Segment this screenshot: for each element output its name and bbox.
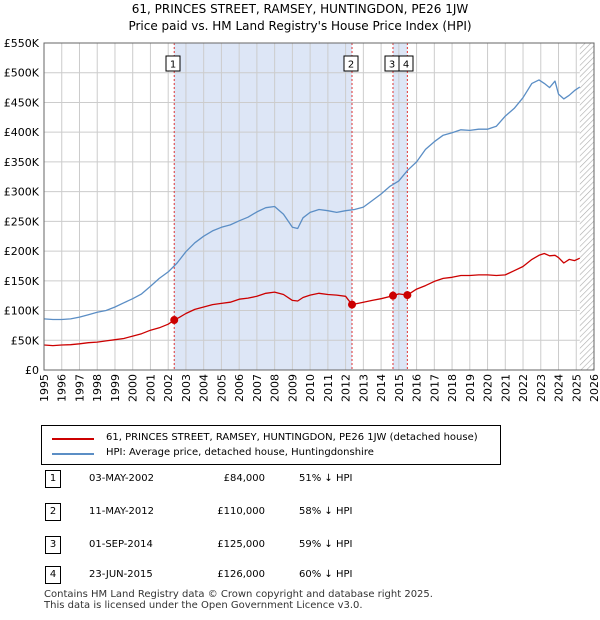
x-tick-label: 2010 xyxy=(304,374,317,402)
x-tick-label: 2007 xyxy=(251,374,264,402)
legend-swatch-property xyxy=(52,438,94,440)
footer-notice: Contains HM Land Registry data © Crown c… xyxy=(44,589,433,611)
sale-date: 03-MAY-2002 xyxy=(89,473,155,484)
x-tick-label: 2009 xyxy=(286,374,299,402)
x-tick-label: 2016 xyxy=(411,374,424,402)
y-tick-label: £350K xyxy=(4,156,40,169)
x-tick-label: 2026 xyxy=(588,374,600,402)
x-tick-label: 1998 xyxy=(91,374,104,402)
sale-point xyxy=(170,316,179,325)
y-tick-label: £550K xyxy=(4,37,40,50)
sale-marker-label: 3 xyxy=(389,60,395,71)
sale-marker-label: 4 xyxy=(403,60,409,71)
y-tick-label: £0 xyxy=(25,364,39,377)
x-tick-label: 2006 xyxy=(233,374,246,402)
hpi-line xyxy=(43,79,581,321)
x-tick-label: 2005 xyxy=(215,374,228,402)
footer-line-2: This data is licensed under the Open Gov… xyxy=(44,600,363,611)
y-tick-label: £200K xyxy=(4,245,40,258)
sale-number-badge: 2 xyxy=(45,503,61,521)
y-tick-label: £250K xyxy=(4,215,40,228)
x-tick-label: 2008 xyxy=(269,374,282,402)
sale-point xyxy=(388,291,397,300)
sale-date: 11-MAY-2012 xyxy=(89,506,155,517)
ownership-shading xyxy=(174,43,352,370)
sale-price: £110,000 xyxy=(217,506,265,517)
y-tick-label: £150K xyxy=(4,275,40,288)
sale-row: 3 01-SEP-2014 £125,000 59% ↓ HPI xyxy=(41,536,581,556)
forecast-hatch xyxy=(579,43,594,370)
footer-line-1: Contains HM Land Registry data © Crown c… xyxy=(44,589,433,600)
plot-frame xyxy=(43,42,595,371)
sale-row: 1 03-MAY-2002 £84,000 51% ↓ HPI xyxy=(41,470,581,490)
sale-price: £84,000 xyxy=(223,473,265,484)
sale-marker-label: 2 xyxy=(348,60,354,71)
sale-number-badge: 3 xyxy=(45,536,61,554)
x-tick-label: 2015 xyxy=(393,374,406,402)
x-tick-label: 2023 xyxy=(535,374,548,402)
legend-label-hpi: HPI: Average price, detached house, Hunt… xyxy=(106,447,374,458)
sale-price: £126,000 xyxy=(217,569,265,580)
y-tick-label: £500K xyxy=(4,67,40,80)
x-tick-label: 2022 xyxy=(517,374,530,402)
sale-date: 01-SEP-2014 xyxy=(89,539,153,550)
sale-marker-label: 1 xyxy=(170,60,176,71)
x-tick-label: 2018 xyxy=(446,374,459,402)
x-tick-label: 1996 xyxy=(56,374,69,402)
y-tick-label: £300K xyxy=(4,186,40,199)
y-tick-label: £400K xyxy=(4,126,40,139)
chart-subtitle: Price paid vs. HM Land Registry's House … xyxy=(128,19,472,33)
sale-number-badge: 4 xyxy=(45,566,61,584)
x-tick-label: 1999 xyxy=(109,374,122,402)
legend-label-property: 61, PRINCES STREET, RAMSEY, HUNTINGDON, … xyxy=(106,432,478,443)
x-tick-label: 2001 xyxy=(144,374,157,402)
sale-point xyxy=(348,300,356,309)
x-tick-label: 2012 xyxy=(340,374,353,402)
sale-price: £125,000 xyxy=(217,539,265,550)
x-tick-label: 2004 xyxy=(198,374,211,402)
sale-date: 23-JUN-2015 xyxy=(89,569,153,580)
y-tick-label: £50K xyxy=(11,334,40,347)
x-tick-label: 1995 xyxy=(38,374,51,402)
x-tick-label: 2003 xyxy=(180,374,193,402)
sale-row: 2 11-MAY-2012 £110,000 58% ↓ HPI xyxy=(41,503,581,523)
y-tick-label: £450K xyxy=(4,96,40,109)
sale-marker-box xyxy=(165,55,181,72)
sale-marker-box xyxy=(398,55,414,72)
property-price-line xyxy=(43,252,581,347)
sale-number-badge: 1 xyxy=(45,470,61,488)
sale-hpi-diff: 51% ↓ HPI xyxy=(299,473,353,484)
x-tick-label: 2000 xyxy=(127,374,140,402)
sale-marker-box xyxy=(343,55,359,72)
x-tick-label: 2021 xyxy=(499,374,512,402)
chart-legend: 61, PRINCES STREET, RAMSEY, HUNTINGDON, … xyxy=(41,425,501,465)
x-tick-label: 2017 xyxy=(428,374,441,402)
chart-title: 61, PRINCES STREET, RAMSEY, HUNTINGDON, … xyxy=(131,2,469,16)
x-tick-label: 2020 xyxy=(482,374,495,402)
x-tick-label: 2019 xyxy=(464,374,477,402)
sale-hpi-diff: 59% ↓ HPI xyxy=(299,539,353,550)
x-tick-label: 2002 xyxy=(162,374,175,402)
sale-hpi-diff: 58% ↓ HPI xyxy=(299,506,353,517)
ownership-shading xyxy=(392,43,408,370)
y-tick-label: £100K xyxy=(4,305,40,318)
x-tick-label: 2011 xyxy=(322,374,335,402)
sale-point xyxy=(403,291,412,300)
x-tick-label: 2025 xyxy=(570,374,583,402)
x-tick-label: 2013 xyxy=(357,374,370,402)
sale-row: 4 23-JUN-2015 £126,000 60% ↓ HPI xyxy=(41,566,581,586)
x-tick-label: 2014 xyxy=(375,374,388,402)
sale-hpi-diff: 60% ↓ HPI xyxy=(299,569,353,580)
legend-swatch-hpi xyxy=(52,453,94,455)
x-tick-label: 2024 xyxy=(553,374,566,402)
x-tick-label: 1997 xyxy=(73,374,86,402)
